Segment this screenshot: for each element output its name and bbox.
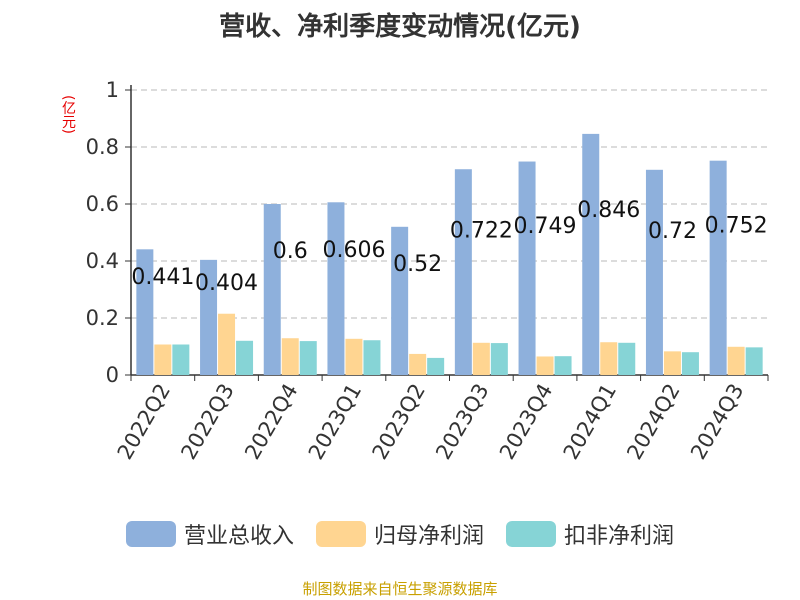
legend-swatch-revenue: [125, 521, 176, 547]
x-tick-label: 2023Q1: [304, 380, 366, 464]
y-tick-label: 1: [106, 78, 119, 102]
bar-net-profit: [154, 344, 172, 375]
bar-net-profit: [727, 346, 745, 375]
legend-swatch-net-profit: [315, 521, 366, 547]
bar-revenue: [582, 133, 600, 375]
data-label-revenue: 0.6: [273, 239, 308, 264]
data-label-revenue: 0.441: [131, 265, 194, 290]
y-tick-label: 0.8: [86, 135, 119, 159]
data-label-revenue: 0.606: [322, 238, 385, 263]
bar-deducted-net-profit: [299, 341, 317, 375]
bar-net-profit: [536, 356, 554, 375]
bar-net-profit: [218, 313, 236, 375]
x-tick-label: 2024Q3: [686, 380, 748, 464]
legend-item-deducted-net-profit[interactable]: 扣非净利润: [506, 518, 674, 550]
x-tick-label: 2023Q3: [431, 379, 493, 463]
bar-revenue: [645, 169, 663, 375]
bar-revenue: [518, 161, 536, 375]
bar-revenue: [200, 259, 218, 375]
data-label-revenue: 0.749: [514, 214, 577, 239]
bar-deducted-net-profit: [427, 357, 445, 375]
x-tick-label: 2023Q2: [368, 380, 430, 464]
legend-label-deducted-net-profit: 扣非净利润: [564, 524, 675, 549]
x-tick-label: 2023Q4: [495, 380, 557, 464]
x-tick-label: 2022Q3: [176, 380, 238, 464]
y-tick-label: 0.6: [86, 192, 119, 216]
y-tick-label: 0.2: [86, 306, 119, 330]
bar-deducted-net-profit: [554, 356, 572, 375]
bar-deducted-net-profit: [172, 344, 190, 375]
bar-revenue: [454, 169, 472, 375]
bar-revenue: [391, 226, 409, 375]
chart-title: 营收、净利季度变动情况(亿元): [219, 12, 581, 42]
legend-item-revenue[interactable]: 营业总收入: [125, 518, 294, 550]
legend: 营业总收入 归母净利润 扣非净利润: [0, 518, 800, 550]
data-label-revenue: 0.722: [450, 219, 513, 244]
bar-revenue: [263, 204, 281, 375]
data-label-revenue: 0.752: [705, 214, 768, 239]
legend-swatch-deducted-net-profit: [506, 521, 556, 547]
bar-deducted-net-profit: [363, 340, 381, 375]
bar-net-profit: [345, 338, 363, 375]
bar-deducted-net-profit: [745, 347, 763, 375]
bar-deducted-net-profit: [618, 342, 636, 375]
legend-label-revenue: 营业总收入: [183, 524, 294, 549]
bar-revenue: [709, 160, 727, 375]
bar-revenue: [136, 249, 154, 375]
data-label-revenue: 0.52: [393, 252, 442, 277]
bar-net-profit: [600, 342, 618, 375]
x-tick-label: 2024Q2: [622, 380, 684, 464]
x-tick-label: 2022Q2: [113, 380, 175, 464]
y-axis-unit-label: (亿元): [60, 95, 76, 134]
legend-label-net-profit: 归母净利润: [373, 524, 484, 549]
bar-deducted-net-profit: [681, 352, 699, 375]
data-label-revenue: 0.72: [648, 219, 697, 244]
legend-item-net-profit[interactable]: 归母净利润: [315, 518, 484, 550]
data-label-revenue: 0.404: [195, 271, 258, 296]
data-source-note: 制图数据来自恒生聚源数据库: [302, 580, 498, 598]
x-tick-label: 2024Q1: [559, 380, 621, 464]
bar-net-profit: [281, 338, 299, 375]
bar-net-profit: [472, 342, 490, 375]
bar-net-profit: [663, 351, 681, 375]
bar-deducted-net-profit: [490, 343, 508, 375]
bar-deducted-net-profit: [236, 340, 254, 375]
bar-net-profit: [409, 353, 427, 375]
data-label-revenue: 0.846: [577, 198, 640, 223]
y-tick-label: 0: [106, 363, 119, 387]
x-tick-label: 2022Q4: [240, 380, 302, 464]
bar-revenue: [327, 202, 345, 375]
y-tick-label: 0.4: [86, 249, 119, 273]
